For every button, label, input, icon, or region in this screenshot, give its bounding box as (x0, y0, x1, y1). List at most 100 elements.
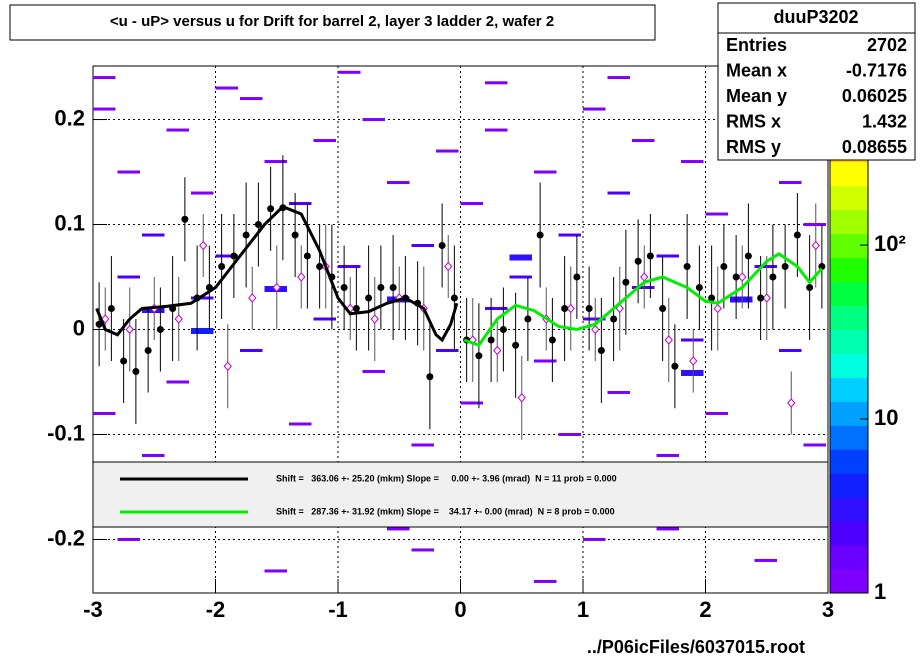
cell (754, 265, 777, 269)
cell (656, 453, 679, 457)
profile-point (340, 284, 348, 292)
profile-point (248, 293, 257, 303)
color-band (830, 233, 868, 259)
cell (534, 579, 557, 583)
legend: Shift = 363.06 +- 25.20 (mkm) Slope = 0.… (120, 473, 617, 516)
cell (656, 254, 679, 258)
color-bar: 11010²10³ (829, 57, 906, 604)
y-tick-label: 0 (73, 315, 85, 340)
cell (191, 296, 214, 300)
cell (93, 76, 116, 80)
y-tick-label: 0.1 (54, 210, 85, 235)
stats-rows: Entries 2702 Mean x -0.7176 Mean y 0.06025 RMS… (726, 35, 907, 157)
profile-point (597, 346, 605, 354)
profile-point (365, 294, 373, 302)
x-tick-label: -2 (206, 597, 226, 622)
profile-point (352, 305, 360, 313)
x-tick-label: -1 (328, 597, 348, 622)
profile-point (548, 336, 556, 344)
profile-point (370, 314, 379, 324)
profile-point (738, 272, 747, 282)
y-tick-label: -0.1 (47, 420, 85, 445)
profile-point (242, 231, 250, 239)
color-band (830, 425, 868, 450)
profile-point (517, 392, 526, 403)
fit-curve (95, 204, 459, 343)
x-tick-label: 3 (822, 597, 834, 622)
cell (411, 548, 434, 552)
stats-label: RMS x (726, 111, 781, 131)
cell (558, 432, 581, 436)
color-band (830, 473, 868, 498)
profile-point (499, 326, 507, 333)
cell (240, 97, 263, 101)
profile-point (438, 242, 446, 250)
cell (485, 128, 508, 132)
title-box (9, 4, 656, 41)
profile-point (536, 231, 544, 239)
color-band (830, 185, 868, 211)
profile-point (524, 315, 532, 323)
cell (191, 191, 214, 195)
legend-label: Shift = 363.06 +- 25.20 (mkm) Slope = 0.… (276, 473, 617, 483)
cell (264, 569, 287, 573)
color-band (830, 257, 868, 283)
stats-value: 0.06025 (842, 86, 907, 106)
cell (166, 380, 189, 384)
profile-point (101, 314, 110, 324)
profile-point (769, 273, 777, 281)
cell (558, 233, 581, 237)
cell (362, 369, 385, 373)
cell (485, 81, 508, 85)
profile-point (218, 263, 226, 271)
stats-box (717, 2, 916, 161)
cell (779, 181, 802, 185)
cell (485, 307, 508, 311)
cell (583, 107, 606, 111)
cell (436, 149, 459, 153)
cell (681, 369, 704, 376)
cell (803, 443, 826, 447)
cell (264, 160, 287, 164)
profile-point (230, 252, 238, 260)
cell (313, 139, 336, 143)
color-band (830, 305, 868, 330)
cell (534, 359, 557, 363)
x-tick-label: 0 (454, 597, 466, 622)
color-band (830, 161, 868, 187)
cell (387, 181, 410, 185)
profile-point (156, 326, 164, 333)
profile-point (389, 284, 397, 292)
profile-point (125, 324, 134, 335)
profile-point (610, 315, 618, 323)
cell (117, 275, 140, 279)
profile-point (444, 261, 453, 272)
profile-point (512, 341, 520, 349)
profile-point (585, 305, 593, 313)
cell (411, 244, 434, 248)
cell (754, 558, 777, 562)
profile-point (713, 303, 722, 314)
cell (93, 411, 116, 415)
stats-title: duuP3202 (773, 7, 858, 27)
z-tick-label: 10 (874, 405, 898, 430)
stats-label: RMS y (726, 137, 781, 157)
profile-point (316, 263, 324, 271)
profile-point (272, 282, 281, 293)
color-band (830, 353, 868, 378)
profile-point (426, 373, 434, 381)
profile-point (144, 346, 152, 354)
z-tick-label: 10² (874, 231, 906, 256)
profile-point (395, 293, 404, 303)
stats-value: -0.7176 (846, 60, 907, 80)
cell (240, 348, 263, 352)
profile-point (303, 252, 311, 260)
cell (289, 202, 312, 206)
cell (779, 348, 802, 352)
cell (681, 338, 704, 342)
cell (607, 390, 630, 394)
profile-point (450, 294, 458, 302)
profile-point (695, 284, 703, 292)
profile-point (561, 305, 569, 313)
